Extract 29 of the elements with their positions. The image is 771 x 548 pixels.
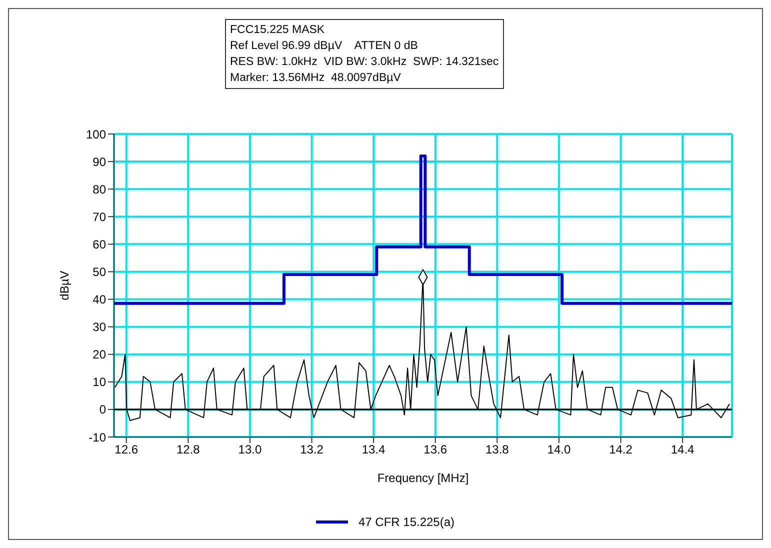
x-tick-label: 13.2 bbox=[300, 442, 324, 457]
y-axis-title: dBµV bbox=[57, 270, 72, 300]
y-tick-label: 30 bbox=[92, 320, 106, 334]
x-axis-title: Frequency [MHz] bbox=[377, 471, 469, 485]
text: Ref Level 96.99 dBµV ATTEN 0 dB bbox=[230, 39, 419, 54]
x-tick-label: 14.0 bbox=[547, 442, 571, 457]
legend-label: 47 CFR 15.225(a) bbox=[358, 515, 455, 529]
x-tick-label: 13.8 bbox=[485, 442, 510, 457]
y-tick-label: 100 bbox=[86, 127, 106, 142]
y-tick-label: 20 bbox=[92, 348, 106, 362]
y-tick-label: 90 bbox=[92, 154, 106, 169]
x-tick-label: 12.6 bbox=[114, 442, 138, 457]
text: Marker: 13.56MHz 48.0097dBµV bbox=[230, 71, 402, 86]
x-tick-label: 13.4 bbox=[362, 442, 386, 457]
text: RES BW: 1.0kHz VID BW: 3.0kHz SWP: 14.321sec bbox=[230, 55, 499, 70]
x-tick-label: 13.6 bbox=[424, 442, 448, 457]
y-tick-label: 50 bbox=[92, 264, 106, 279]
y-tick-label: -10 bbox=[88, 430, 106, 444]
chart-title: FCC15.225 MASK bbox=[230, 23, 326, 38]
x-tick-label: 14.2 bbox=[609, 442, 633, 457]
y-tick-label: 70 bbox=[92, 210, 106, 224]
y-tick-label: 60 bbox=[92, 237, 106, 252]
x-tick-label: 12.8 bbox=[176, 442, 200, 457]
y-tick-label: 10 bbox=[92, 375, 106, 390]
y-tick-label: 80 bbox=[92, 182, 106, 196]
x-tick-label: 14.4 bbox=[670, 442, 695, 457]
x-tick-label: 13.0 bbox=[238, 442, 262, 457]
y-tick-label: 40 bbox=[92, 292, 106, 307]
y-tick-label: 0 bbox=[99, 402, 106, 417]
